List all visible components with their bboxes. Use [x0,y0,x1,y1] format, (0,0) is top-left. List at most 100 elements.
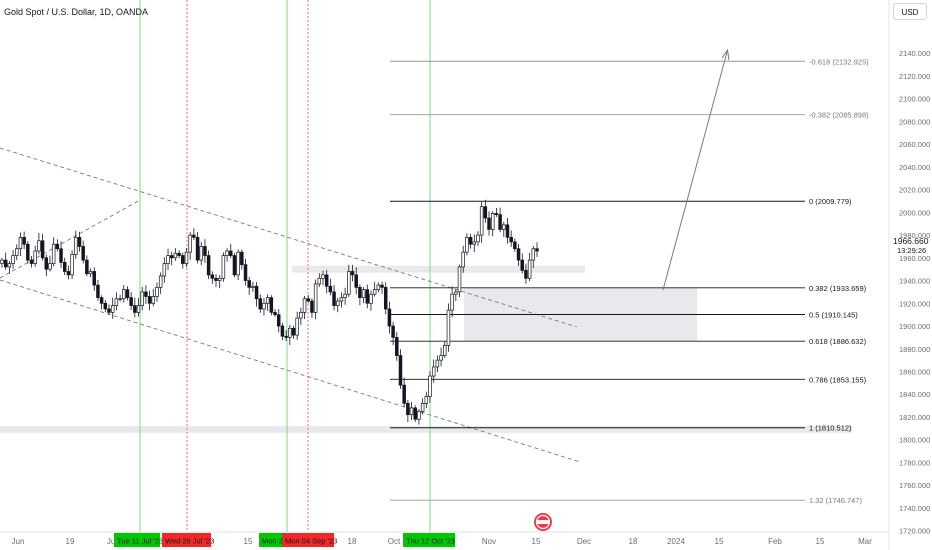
candle [221,255,226,279]
candle [103,302,108,310]
candle [188,234,192,253]
candle [181,255,185,264]
time-tick-2: Jul [107,537,117,546]
candle [443,345,447,356]
candle [383,287,388,310]
date-marker-box-2 [259,533,283,547]
candle [424,396,429,404]
candle [465,237,469,253]
candle [328,285,333,293]
candle [262,302,266,310]
candle [140,291,144,306]
price-tick-19: 1760.000 [899,481,930,490]
channel-lower-line [0,279,581,463]
candle [125,289,130,298]
candle [0,259,4,264]
candle [535,248,539,252]
candle [498,214,502,230]
candle [269,297,274,313]
candle [26,243,30,261]
price-tick-0: 2140.000 [899,49,930,58]
time-tick-9: Dec [577,537,591,546]
candle [358,287,362,298]
candle [251,285,255,288]
price-tick-6: 2020.000 [899,186,930,195]
candle [431,366,436,377]
candle [62,262,67,272]
candle [354,274,358,288]
price-tick-2: 2100.000 [899,95,930,104]
candle [48,263,52,270]
price-tick-3: 2080.000 [899,117,930,126]
price-tick-21: 1720.000 [899,527,930,536]
candle [280,325,285,337]
tv-logo-icon[interactable] [534,513,552,531]
candle [284,335,288,338]
candle [446,309,451,346]
time-tick-14: 15 [816,537,825,546]
candle [332,291,336,306]
candle [114,298,119,306]
candle [144,291,148,297]
candle [33,250,37,264]
candle [122,289,126,300]
candle [206,255,211,276]
candle [402,384,406,404]
candle [413,407,417,420]
date-marker-label-4: Thu 12 Oct '23 [406,537,455,546]
candle [107,308,111,313]
candle [184,251,189,264]
candle [531,248,536,261]
candle [258,298,263,310]
fib-label-5: 0.618 (1886.632) [809,337,867,346]
price-tick-16: 1820.000 [899,413,930,422]
symbol-title: Gold Spot / U.S. Dollar, 1D, OANDA [4,7,149,17]
candle [483,206,488,219]
candle [66,271,71,276]
candle-series [0,199,539,425]
candle [472,241,477,245]
candle [214,277,218,281]
candle [192,234,196,238]
fib-label-7: 1 (1810.512) [809,424,852,433]
candle [369,293,373,304]
time-tick-10: 18 [629,537,638,546]
candle [317,277,322,285]
candle [461,251,465,268]
candle [476,234,480,243]
time-tick-8: 15 [532,537,541,546]
candle [225,250,229,256]
price-tick-20: 1740.000 [899,504,930,513]
candle [295,317,299,336]
candle [96,284,100,298]
currency-button[interactable]: USD [893,3,927,20]
candle [151,296,156,304]
candle [70,254,74,276]
candle [265,297,270,304]
price-tick-18: 1780.000 [899,458,930,467]
fib-label-6: 0.786 (1853.155) [809,375,867,384]
candle [310,300,314,313]
candle [343,293,347,298]
price-tick-9: 1960.000 [899,254,930,263]
candle [299,312,303,319]
candle [29,259,34,264]
candle [88,271,93,275]
candle [22,237,26,245]
fib-label-2: 0 (2009.779) [809,197,852,206]
price-tick-14: 1860.000 [899,367,930,376]
zone-2 [292,265,585,273]
price-tick-8: 1980.000 [899,231,930,240]
price-tick-5: 2040.000 [899,163,930,172]
candle [520,259,524,271]
candle [273,312,277,316]
fib-label-1: -0.382 (2085.898) [809,111,869,120]
candle [524,269,528,279]
candle [505,224,510,238]
candle [490,213,495,230]
candle [254,285,259,300]
candle [336,300,340,306]
candle [450,293,454,311]
time-tick-11: 2024 [667,537,685,546]
